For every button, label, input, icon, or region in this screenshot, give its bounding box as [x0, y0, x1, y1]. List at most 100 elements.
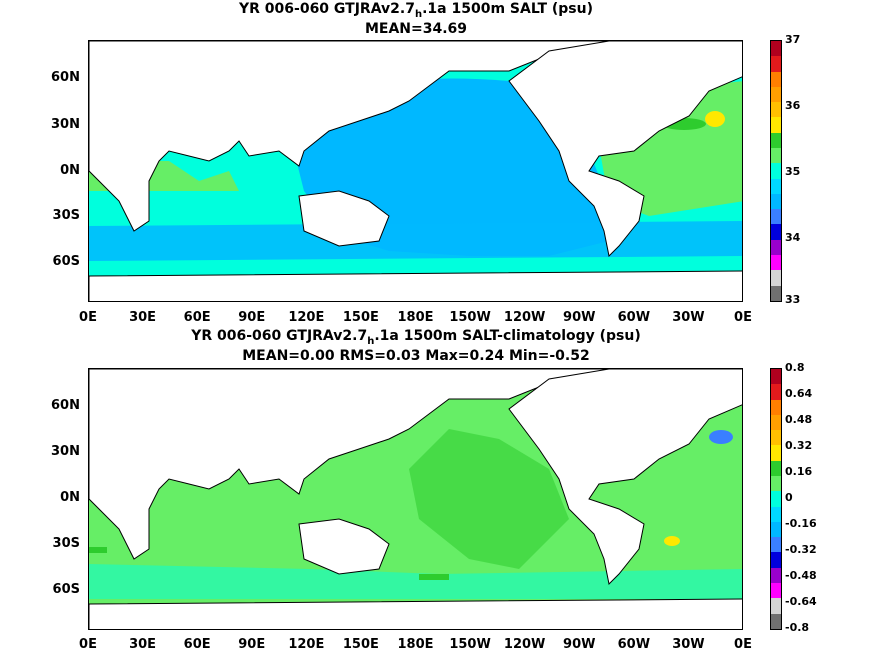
americas-land	[508, 369, 742, 586]
colorbar-label: 37	[785, 33, 801, 46]
colorbar-swatch	[771, 582, 781, 599]
australia-land	[298, 518, 390, 575]
gulf-stream-salt	[705, 111, 725, 127]
antarctica-land	[89, 598, 742, 629]
panel2-title-rest: .1a 1500m SALT-climatology (psu)	[374, 328, 641, 344]
colorbar-swatch	[771, 460, 781, 476]
colorbar-swatch	[771, 224, 781, 240]
lon-label: 60W	[617, 310, 651, 325]
lon-label: 120E	[288, 637, 325, 652]
colorbar-swatch	[771, 567, 781, 583]
panel1-title: YR 006-060 GTJRAv2.7h.1a 1500m SALT (psu…	[88, 0, 744, 20]
southern-negative-anomaly	[89, 564, 742, 599]
lon-label: 150W	[449, 310, 491, 325]
colorbar-swatch	[771, 414, 781, 431]
lon-label: 180E	[397, 637, 434, 652]
lon-label: 120E	[288, 310, 325, 325]
colorbar-label: -0.16	[785, 517, 817, 530]
lon-label: 60W	[617, 637, 651, 652]
colorbar-label: -0.64	[785, 595, 817, 608]
colorbar-swatch	[771, 598, 781, 614]
colorbar-swatch	[771, 399, 781, 415]
lon-label: 0E	[734, 637, 752, 652]
panel2-title-subscript: h	[367, 336, 375, 347]
colorbar-label: 35	[785, 165, 801, 178]
lat-label: 60N	[51, 70, 80, 85]
colorbar-swatch	[771, 537, 781, 553]
australia-land	[298, 190, 390, 247]
colorbar-swatch	[771, 239, 781, 255]
colorbar-swatch	[771, 56, 781, 72]
panel1-title-subscript: h	[414, 9, 423, 20]
colorbar-swatch	[771, 445, 781, 461]
lat-label: 30N	[51, 444, 80, 459]
colorbar-swatch	[771, 254, 781, 271]
lon-label: 0E	[79, 310, 97, 325]
colorbar-swatch	[771, 613, 781, 629]
colorbar-label: 0.32	[785, 439, 813, 452]
lon-label: 90E	[238, 310, 266, 325]
southern-ocean-band	[89, 221, 742, 261]
colorbar-swatch	[771, 193, 781, 210]
north-atlantic-negative	[709, 430, 733, 444]
colorbar-label: 0.48	[785, 413, 813, 426]
lon-label: 0E	[734, 310, 752, 325]
colorbar-swatch	[771, 178, 781, 194]
continents	[89, 369, 742, 629]
lat-label: 60S	[52, 254, 80, 269]
colorbar-swatch	[771, 285, 781, 301]
lon-label: 30E	[129, 637, 157, 652]
lon-label: 150E	[342, 310, 379, 325]
lon-label: 0E	[79, 637, 97, 652]
colorbar-swatch	[771, 71, 781, 87]
colorbar-swatch	[771, 384, 781, 400]
colorbar-swatch	[771, 521, 781, 538]
panel1-map	[88, 40, 743, 302]
lon-label: 30W	[672, 310, 705, 325]
panel2-title-main: YR 006-060 GTJRAv2.7	[191, 328, 368, 344]
panel2-title: YR 006-060 GTJRAv2.7h.1a 1500m SALT-clim…	[88, 327, 744, 347]
panel1-title-rest: .1a 1500m SALT (psu)	[422, 1, 593, 17]
antarctica-land	[89, 270, 742, 301]
lon-label: 90W	[563, 310, 596, 325]
colorbar-swatch	[771, 430, 781, 446]
pacific-positive-anomaly	[409, 429, 569, 569]
colorbar-swatch	[771, 132, 781, 148]
colorbar-swatch	[771, 491, 781, 507]
colorbar-swatch	[771, 506, 781, 522]
lat-label: 60N	[51, 398, 80, 413]
pacific-south-positive	[419, 574, 449, 580]
lat-label: 0N	[60, 163, 80, 178]
colorbar-swatch	[771, 102, 781, 118]
colorbar-label: -0.8	[785, 621, 810, 634]
colorbar-label: -0.48	[785, 569, 817, 582]
colorbar-swatch	[771, 552, 781, 568]
lat-label: 30N	[51, 117, 80, 132]
panel1-colorbar	[770, 40, 782, 302]
indian-positive	[89, 547, 107, 553]
panel1-stats: MEAN=34.69	[364, 21, 468, 37]
lon-label: 60E	[183, 637, 211, 652]
colorbar-swatch	[771, 86, 781, 103]
continents	[89, 41, 742, 301]
colorbar-label: 0	[785, 491, 793, 504]
lon-label: 60E	[183, 310, 211, 325]
lat-label: 30S	[52, 208, 80, 223]
americas-land	[508, 41, 742, 258]
lon-label: 30W	[672, 637, 705, 652]
panel2-map-svg	[89, 369, 742, 629]
colorbar-label: 36	[785, 99, 801, 112]
colorbar-swatch	[771, 117, 781, 133]
panel2-colorbar	[770, 368, 782, 630]
colorbar-label: 34	[785, 231, 801, 244]
lon-label: 180E	[397, 310, 434, 325]
lon-label: 150E	[342, 637, 379, 652]
panel1-map-svg	[89, 41, 742, 301]
colorbar-swatch	[771, 270, 781, 286]
lon-label: 90E	[238, 637, 266, 652]
lon-label: 120W	[503, 310, 546, 325]
colorbar-swatch	[771, 163, 781, 179]
eurasia-africa-land	[89, 369, 610, 560]
colorbar-label: 33	[785, 293, 801, 306]
lon-label: 90W	[563, 637, 596, 652]
